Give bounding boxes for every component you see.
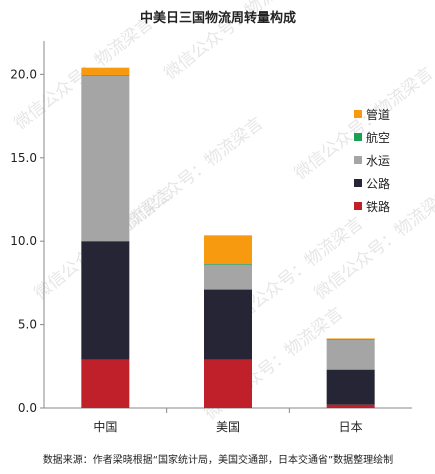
bar-segment-航空 <box>81 75 130 77</box>
x-category-label: 中国 <box>93 419 117 434</box>
legend-swatch <box>354 202 362 210</box>
bar-segment-公路 <box>204 289 252 360</box>
bar-segment-公路 <box>326 369 375 405</box>
axes: 0.0 5.0 10.0 15.0 20.0 中国 美国 日本 <box>10 41 412 434</box>
y-tick-label: 5.0 <box>18 318 37 332</box>
watermark-text: 微信公众号：物流梁言 <box>291 64 435 184</box>
legend-swatch <box>354 110 362 118</box>
bar-segment-水运 <box>81 76 130 242</box>
chart-title: 中美日三国物流周转量构成 <box>140 10 296 26</box>
bars <box>81 67 375 408</box>
legend-label: 公路 <box>366 176 390 191</box>
bar-segment-公路 <box>81 241 130 360</box>
y-tick-label: 10.0 <box>10 234 37 248</box>
bar-segment-铁路 <box>204 359 252 408</box>
bar-segment-管道 <box>204 235 252 264</box>
legend-swatch <box>354 156 362 164</box>
legend-label: 航空 <box>366 130 390 145</box>
legend-label: 铁路 <box>366 199 390 214</box>
x-category-label: 美国 <box>216 420 240 434</box>
x-category-label: 日本 <box>339 420 363 434</box>
source-note: 数据来源：作者梁晓根据“国家统计局，美国交通部，日本交通省”数据整理绘制 <box>43 453 393 466</box>
legend-label: 管道 <box>366 107 390 122</box>
y-tick-label: 15.0 <box>10 151 37 165</box>
bar-segment-管道 <box>326 338 375 340</box>
legend-swatch <box>354 133 362 141</box>
bar-segment-铁路 <box>326 404 375 408</box>
y-tick-label: 20.0 <box>10 67 37 81</box>
bar-segment-航空 <box>204 263 252 265</box>
legend-label: 水运 <box>366 154 390 168</box>
bar-segment-航空 <box>326 338 375 340</box>
bar-segment-铁路 <box>81 359 130 408</box>
y-tick-label: 0.0 <box>18 401 37 415</box>
bar-segment-水运 <box>204 264 252 290</box>
bar-segment-水运 <box>326 339 375 370</box>
watermark-text: 微信公众号：物流梁言 <box>121 114 267 234</box>
bar-segment-管道 <box>81 67 130 76</box>
legend-swatch <box>354 179 362 187</box>
